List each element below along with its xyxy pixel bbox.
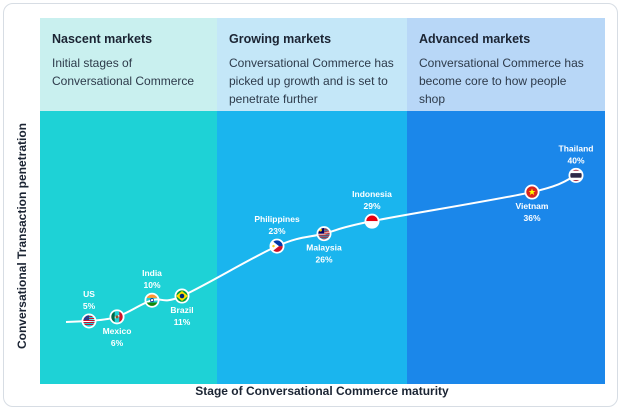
marker-ring xyxy=(269,238,285,254)
point-label-value: 36% xyxy=(523,213,540,223)
brazil-flag-icon xyxy=(175,289,189,303)
data-point-mexico xyxy=(109,309,125,325)
point-label-country: Mexico xyxy=(103,326,132,336)
point-label-value: 6% xyxy=(111,338,124,348)
point-label-value: 29% xyxy=(363,201,380,211)
us-flag-icon xyxy=(82,314,96,325)
stage-title-nascent: Nascent markets xyxy=(52,32,153,46)
point-label-country: Vietnam xyxy=(516,201,549,211)
marker-ring xyxy=(524,184,540,200)
point-label-value: 11% xyxy=(174,317,191,327)
stage-header-advanced: Advanced markets Conversational Commerce… xyxy=(407,18,605,111)
x-axis-label: Stage of Conversational Commerce maturit… xyxy=(195,384,449,398)
marker-ring xyxy=(316,226,332,242)
data-point-india xyxy=(144,292,160,308)
thailand-flag-icon xyxy=(569,169,583,182)
marker-ring xyxy=(81,313,97,329)
data-point-philippines xyxy=(269,238,285,254)
marker-ring xyxy=(568,167,584,183)
point-label-value: 10% xyxy=(143,280,160,290)
point-label-country: Brazil xyxy=(170,305,193,315)
marker-ring xyxy=(109,309,125,325)
stage-description-growing: Conversational Commerce has picked up gr… xyxy=(229,56,394,106)
point-label-country: US xyxy=(83,289,95,299)
point-label-value: 5% xyxy=(83,301,96,311)
stage-title-advanced: Advanced markets xyxy=(419,32,531,46)
stage-panel-growing: Growing markets Conversational Commerce … xyxy=(217,18,407,384)
marker-ring xyxy=(144,292,160,308)
stage-band-growing xyxy=(217,111,407,384)
data-point-us xyxy=(81,313,97,329)
data-point-thailand xyxy=(568,167,584,183)
point-label-country: Philippines xyxy=(254,214,300,224)
stage-band-nascent xyxy=(40,111,217,384)
stage-panel-nascent: Nascent markets Initial stages of Conver… xyxy=(40,18,217,384)
point-label-value: 23% xyxy=(268,226,285,236)
stage-band-advanced xyxy=(407,111,605,384)
indonesia-flag-icon xyxy=(365,214,379,228)
india-flag-icon xyxy=(145,294,159,307)
data-point-brazil xyxy=(174,288,190,304)
mexico-flag-icon xyxy=(110,310,124,324)
stage-title-growing: Growing markets xyxy=(229,32,332,46)
data-point-vietnam xyxy=(524,184,540,200)
data-point-malaysia xyxy=(316,226,332,242)
vietnam-flag-icon xyxy=(525,185,539,199)
stage-header-nascent: Nascent markets Initial stages of Conver… xyxy=(40,18,217,111)
point-label-country: Indonesia xyxy=(352,189,392,199)
stage-panel-advanced: Advanced markets Conversational Commerce… xyxy=(407,18,605,384)
stage-header-growing: Growing markets Conversational Commerce … xyxy=(217,18,407,111)
point-label-country: Malaysia xyxy=(306,243,342,253)
data-point-indonesia xyxy=(364,213,380,229)
marker-ring xyxy=(174,288,190,304)
point-label-value: 26% xyxy=(315,255,332,265)
point-label-value: 40% xyxy=(567,155,584,165)
point-label-country: India xyxy=(142,268,162,278)
point-label-country: Thailand xyxy=(559,143,594,153)
stage-description-nascent: Initial stages of Conversational Commerc… xyxy=(52,56,195,88)
marker-ring xyxy=(364,213,380,229)
stage-description-advanced: Conversational Commerce has become core … xyxy=(419,56,584,106)
